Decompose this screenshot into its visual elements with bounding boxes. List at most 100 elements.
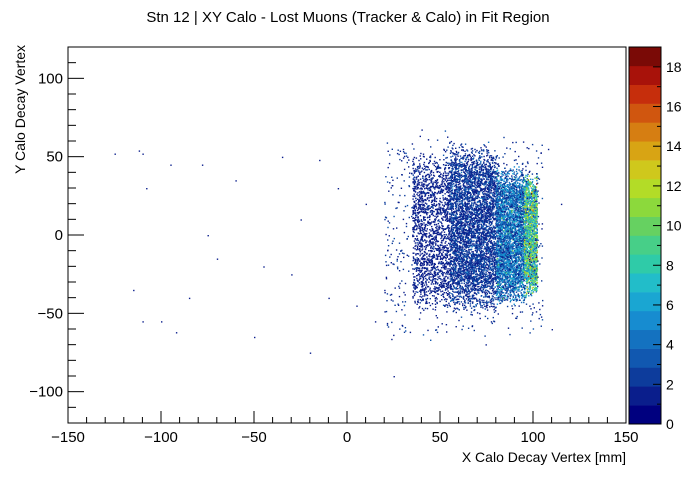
heatmap-cell — [460, 271, 462, 273]
heatmap-cell — [422, 277, 425, 279]
heatmap-cell — [419, 199, 421, 201]
heatmap-cell — [445, 265, 447, 267]
heatmap-cell — [416, 247, 419, 249]
heatmap-cell — [471, 234, 474, 236]
heatmap-cell — [460, 208, 463, 210]
heatmap-cell — [473, 162, 475, 164]
heatmap-cell — [455, 253, 457, 255]
heatmap-cell — [434, 221, 436, 223]
heatmap-cell — [476, 163, 478, 165]
heatmap-cell — [437, 276, 439, 278]
heatmap-cell — [412, 296, 414, 298]
heatmap-cell — [470, 261, 473, 264]
heatmap-cell — [462, 175, 465, 177]
heatmap-cell — [429, 207, 431, 209]
heatmap-cell — [481, 234, 483, 236]
heatmap-cell — [458, 273, 460, 275]
heatmap-cell — [421, 238, 423, 240]
heatmap-cell — [470, 261, 473, 263]
heatmap-cell — [425, 233, 427, 235]
heatmap-cell — [435, 278, 437, 280]
heatmap-cell — [425, 230, 428, 232]
heatmap-cell — [423, 222, 425, 224]
heatmap-cell — [412, 297, 414, 299]
heatmap-cell — [412, 178, 414, 180]
heatmap-cell — [471, 208, 474, 210]
heatmap-cell — [467, 221, 469, 223]
heatmap-cell — [421, 240, 424, 242]
heatmap-cell — [492, 302, 494, 305]
heatmap-cell — [426, 263, 428, 265]
heatmap-cell — [450, 230, 452, 232]
heatmap-cell — [489, 187, 491, 189]
heatmap-cell — [465, 191, 467, 193]
heatmap-cell — [469, 248, 472, 251]
heatmap-cell — [494, 237, 496, 239]
heatmap-cell — [417, 269, 419, 272]
heatmap-cell — [438, 288, 440, 290]
heatmap-cell — [490, 226, 493, 229]
heatmap-cell — [435, 306, 437, 308]
heatmap-cell — [465, 269, 468, 271]
heatmap-cell — [459, 296, 461, 298]
heatmap-cell — [470, 181, 472, 184]
heatmap-cell — [476, 246, 479, 248]
heatmap-cell — [460, 277, 462, 279]
heatmap-cell — [423, 179, 425, 181]
heatmap-cell — [472, 230, 474, 233]
heatmap-cell — [478, 175, 480, 177]
heatmap-cell — [487, 168, 489, 170]
heatmap-cell — [433, 242, 435, 244]
heatmap-cell — [484, 294, 487, 296]
heatmap-cell — [475, 216, 477, 218]
heatmap-cell — [471, 277, 473, 279]
heatmap-cell — [426, 269, 429, 271]
heatmap-cell — [469, 257, 471, 259]
heatmap-cell — [489, 245, 491, 248]
heatmap-cell — [418, 279, 420, 281]
heatmap-cell — [434, 271, 436, 274]
heatmap-cell — [495, 262, 497, 264]
heatmap-cell — [490, 178, 492, 180]
heatmap-cell — [468, 249, 470, 251]
heatmap-cell — [493, 278, 495, 281]
heatmap-cell — [494, 187, 496, 189]
heatmap-cell — [464, 181, 466, 183]
heatmap-cell — [459, 290, 462, 292]
heatmap-cell — [467, 265, 469, 267]
heatmap-cell — [417, 253, 420, 255]
heatmap-cell — [422, 175, 424, 177]
heatmap-cell — [414, 260, 416, 262]
heatmap-cell — [437, 273, 439, 275]
heatmap-cell — [453, 185, 456, 187]
heatmap-cell — [452, 168, 454, 170]
heatmap-cell — [421, 208, 423, 210]
heatmap-cell — [475, 184, 477, 187]
heatmap-cell — [473, 175, 475, 178]
heatmap-cell — [488, 291, 490, 293]
heatmap-cell — [471, 232, 473, 234]
heatmap-cell — [426, 256, 428, 258]
heatmap-cell — [458, 210, 460, 212]
heatmap-cell — [493, 229, 495, 231]
heatmap-cell — [424, 202, 427, 204]
heatmap-cell — [480, 223, 483, 226]
heatmap-cell — [440, 233, 442, 235]
heatmap-cell — [485, 269, 488, 272]
heatmap-cell — [488, 205, 490, 208]
heatmap-cell — [430, 182, 432, 184]
heatmap-cell — [460, 200, 462, 202]
heatmap-cell — [491, 292, 493, 295]
heatmap-cell — [450, 266, 453, 269]
heatmap-cell — [445, 283, 448, 285]
heatmap-cell — [419, 178, 422, 180]
heatmap-cell — [461, 179, 464, 181]
heatmap-cell — [441, 270, 443, 272]
heatmap-cell — [466, 193, 468, 196]
heatmap-cell — [452, 256, 454, 258]
heatmap-cell — [429, 240, 431, 242]
heatmap-cell — [485, 183, 487, 185]
heatmap-cell — [428, 278, 431, 281]
heatmap-cell — [418, 242, 420, 244]
plot-frame — [67, 46, 627, 424]
